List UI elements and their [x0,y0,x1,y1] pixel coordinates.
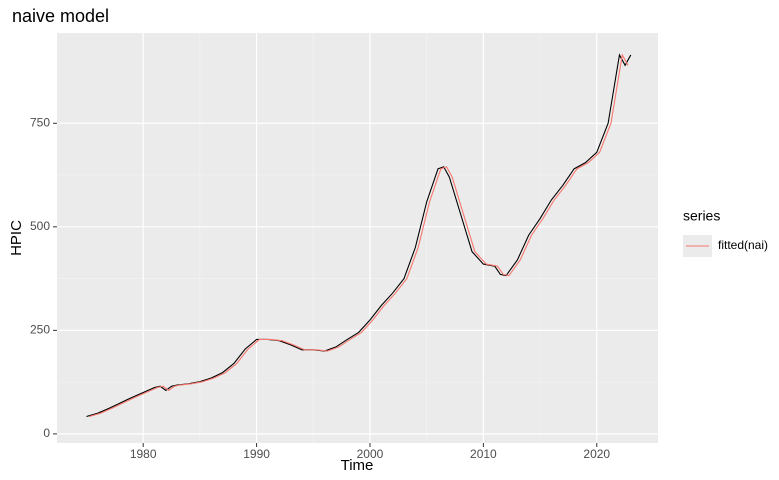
y-tick-label: 750 [30,115,50,129]
y-tick-label: 250 [30,323,50,337]
x-tick-label: 2010 [470,447,497,461]
chart-title: naive model [12,6,109,26]
x-tick-label: 1980 [130,447,157,461]
legend-title: series [683,208,720,224]
y-axis-label: HPIC [8,220,25,256]
series-line [89,53,629,418]
x-tick-label: 2020 [583,447,610,461]
series-line [86,53,632,418]
y-tick-label: 0 [43,426,50,440]
x-axis-label: Time [341,457,374,474]
x-tick-label: 1990 [243,447,270,461]
y-tick-label: 500 [30,219,50,233]
plot-panel [57,33,658,443]
x-tick-label: 2000 [357,447,384,461]
legend-label: fitted(nai) [718,238,768,252]
